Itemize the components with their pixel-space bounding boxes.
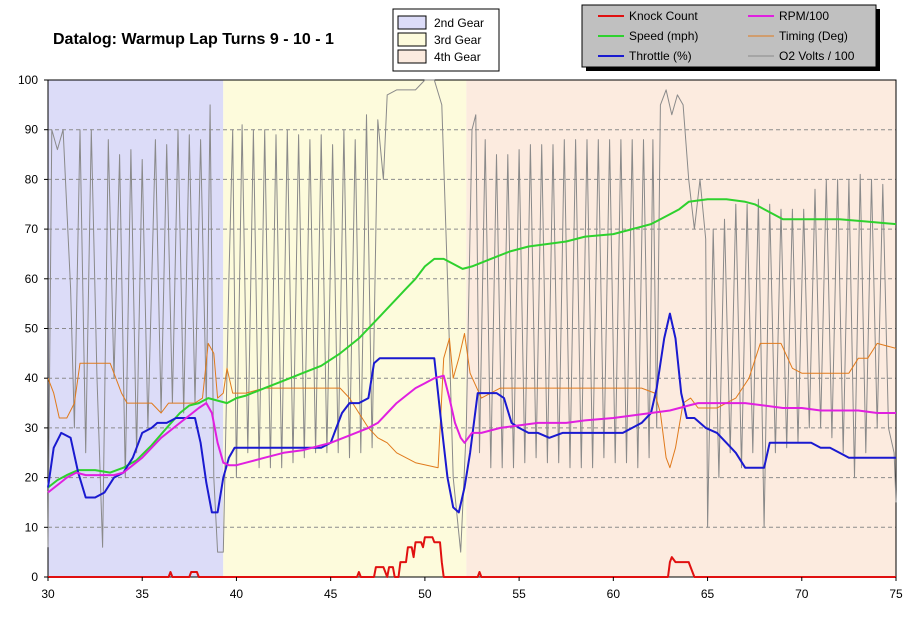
series-line-rpm <box>47 374 896 494</box>
y-tick-label: 100 <box>18 73 38 87</box>
y-tick-label: 80 <box>25 172 39 186</box>
y-tick-label: 10 <box>25 520 39 534</box>
y-axis-ticks: 0 10 20 30 40 50 60 70 80 90 100 <box>18 73 48 584</box>
legend-label-rpm: RPM/100 <box>779 9 829 23</box>
legend-label-knock: Knock Count <box>629 9 698 23</box>
series-legend-box <box>581 4 877 68</box>
series-line-timing <box>47 333 897 469</box>
series-line-throttle <box>47 312 896 514</box>
y-tick-label: 70 <box>25 222 39 236</box>
x-tick-label: 50 <box>418 587 432 601</box>
y-tick-label: 20 <box>25 471 39 485</box>
series-layer <box>47 79 897 578</box>
legend-label-o2: O2 Volts / 100 <box>779 49 855 63</box>
chart-title: Datalog: Warmup Lap Turns 9 - 10 - 1 <box>53 31 334 48</box>
x-tick-label: 55 <box>512 587 526 601</box>
x-tick-label: 35 <box>136 587 150 601</box>
x-tick-label: 30 <box>41 587 55 601</box>
series-legend: Knock Count RPM/100 Speed (mph) Timing (Deg… <box>581 4 880 71</box>
x-tick-label: 60 <box>607 587 621 601</box>
y-tick-label: 50 <box>25 322 39 336</box>
legend-label-timing: Timing (Deg) <box>779 29 848 43</box>
gear-legend-swatch <box>397 32 427 47</box>
gear-legend-label: 4th Gear <box>434 50 481 64</box>
y-tick-label: 30 <box>25 421 39 435</box>
gear-legend-swatch <box>397 15 427 30</box>
gear-legend-swatch <box>397 49 427 64</box>
legend-label-speed: Speed (mph) <box>629 29 698 43</box>
y-tick-label: 0 <box>31 570 38 584</box>
y-tick-label: 90 <box>25 123 39 137</box>
x-axis-ticks: 30 35 40 45 50 55 60 65 70 75 <box>41 577 903 601</box>
legend-label-throttle: Throttle (%) <box>629 49 692 63</box>
series-line-knock <box>48 536 896 578</box>
gear-legend-label: 3rd Gear <box>434 33 481 47</box>
x-tick-label: 70 <box>795 587 809 601</box>
x-tick-label: 65 <box>701 587 715 601</box>
x-tick-label: 75 <box>889 587 903 601</box>
gear-legend-label: 2nd Gear <box>434 16 484 30</box>
series-line-o2 <box>47 79 897 553</box>
x-tick-label: 40 <box>230 587 244 601</box>
gear-legend: 2nd Gear 3rd Gear 4th Gear <box>392 8 500 72</box>
y-tick-label: 40 <box>25 371 39 385</box>
y-tick-label: 60 <box>25 272 39 286</box>
x-tick-label: 45 <box>324 587 338 601</box>
